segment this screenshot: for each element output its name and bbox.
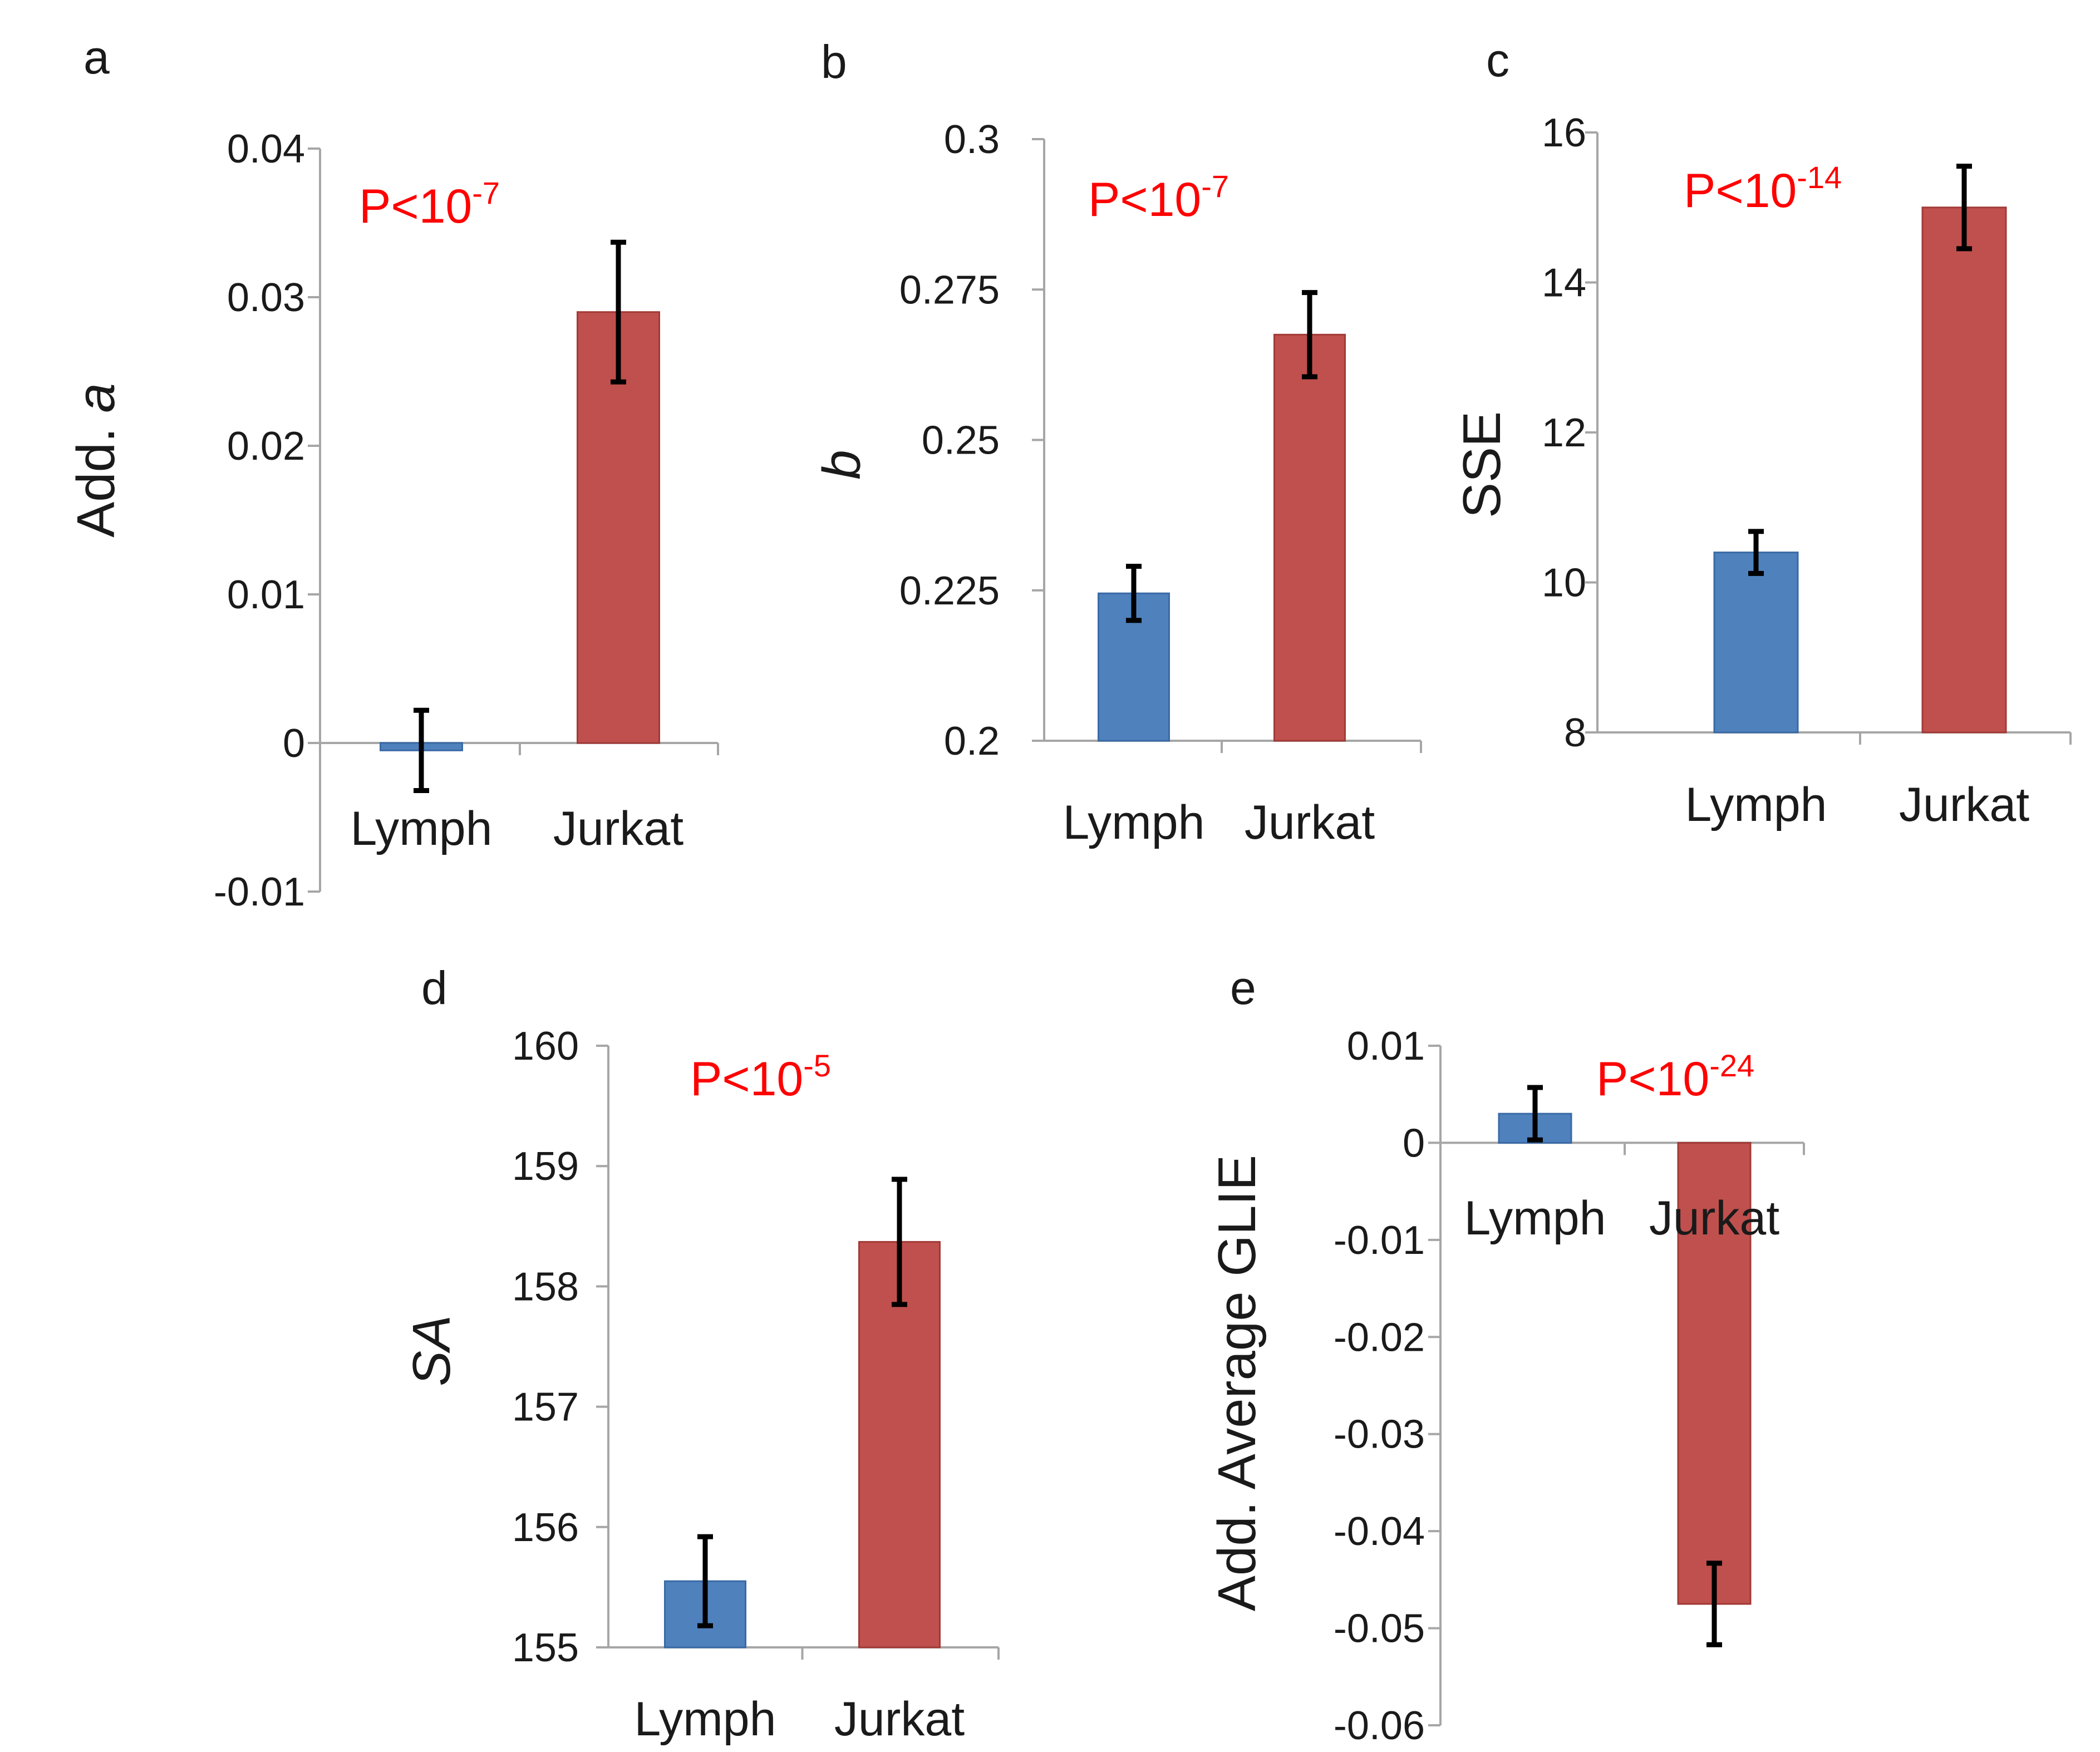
p-value-label: P<10-24 — [1596, 1048, 1754, 1106]
category-label-lymph: Lymph — [351, 802, 493, 855]
y-axis-title: Add. a — [66, 383, 126, 538]
p-value-label: P<10-7 — [1088, 169, 1229, 227]
bar-jurkat — [858, 1241, 941, 1648]
y-tick-label: 16 — [1542, 111, 1586, 155]
y-tick-label: 0.01 — [1347, 1024, 1425, 1069]
y-tick-label: 157 — [512, 1385, 579, 1430]
panel-b: 0.2 0.225 0.25 0.275 0.3 Lymph Jurkat b P<10-7 b — [812, 36, 1422, 849]
category-label-lymph: Lymph — [1063, 796, 1205, 849]
y-tick-label: 0 — [1403, 1121, 1425, 1165]
bar-jurkat — [577, 311, 660, 744]
y-axis-title: b — [812, 450, 872, 479]
category-label-jurkat: Jurkat — [1649, 1192, 1779, 1245]
y-tick-label: 8 — [1564, 711, 1586, 755]
panel-letter: a — [83, 31, 110, 83]
y-tick-label: 10 — [1542, 561, 1586, 606]
y-tick-label: 0.01 — [227, 573, 305, 617]
y-tick-label: 0.225 — [899, 569, 1000, 613]
y-tick-label: -0.02 — [1334, 1315, 1425, 1360]
bar-jurkat — [1677, 1141, 1752, 1605]
bar-lymph — [1713, 552, 1799, 734]
category-label-jurkat: Jurkat — [834, 1692, 965, 1746]
y-axis-title: SSE — [1452, 411, 1512, 518]
panel-c: 8 10 12 14 16 Lymph Jurkat c P<10-14 SSE — [1452, 34, 2072, 831]
category-label-lymph: Lymph — [1685, 778, 1827, 831]
y-tick-label: 0 — [283, 721, 305, 766]
panel-a: -0.01 0 0.01 0.02 0.03 0.04 Lymph Jurkat a P<10-7… — [66, 31, 719, 914]
y-tick-label: 158 — [512, 1264, 579, 1309]
y-tick-label: -0.03 — [1334, 1413, 1425, 1457]
y-tick-label: 0.04 — [227, 127, 305, 171]
y-tick-label: -0.01 — [214, 870, 305, 914]
y-tick-label: 0.275 — [899, 268, 1000, 312]
y-tick-label: 0.25 — [922, 419, 1000, 463]
y-tick-label: -0.01 — [1334, 1218, 1425, 1263]
y-tick-label: -0.04 — [1334, 1509, 1425, 1554]
panel-letter: d — [421, 962, 447, 1014]
p-value-label: P<10-5 — [690, 1048, 831, 1106]
bar-jurkat — [1273, 333, 1346, 742]
y-tick-label: 159 — [512, 1144, 579, 1189]
p-value-label: P<10-7 — [359, 175, 500, 233]
y-tick-label: 14 — [1542, 261, 1586, 306]
y-axis-title: SA — [402, 1315, 461, 1386]
y-tick-label: 12 — [1542, 411, 1586, 455]
y-tick-label: -0.05 — [1334, 1607, 1425, 1651]
panel-letter: e — [1230, 962, 1256, 1014]
y-tick-label: 156 — [512, 1505, 579, 1550]
y-tick-label: 155 — [512, 1626, 579, 1670]
panel-e: -0.06 -0.05 -0.04 -0.03 -0.02 -0.01 0 0.01 Lymph… — [1207, 962, 1805, 1748]
y-tick-label: -0.06 — [1334, 1704, 1425, 1748]
panel-letter: b — [821, 36, 847, 88]
p-value-label: P<10-14 — [1684, 160, 1842, 218]
y-tick-label: 0.3 — [944, 117, 1000, 162]
y-tick-label: 0.02 — [227, 424, 305, 469]
y-axis-title: Add. Average GLIE — [1207, 1155, 1267, 1611]
panel-letter: c — [1486, 34, 1509, 86]
category-label-jurkat: Jurkat — [1899, 778, 2029, 831]
category-label-lymph: Lymph — [635, 1692, 776, 1746]
panel-d: 155 156 157 158 159 160 Lymph Jurkat d P<10-5 SA — [402, 962, 1000, 1746]
category-label-jurkat: Jurkat — [553, 802, 683, 855]
y-tick-label: 0.2 — [944, 719, 1000, 764]
bar-jurkat — [1921, 206, 2007, 734]
category-label-lymph: Lymph — [1464, 1192, 1606, 1245]
y-tick-label: 0.03 — [227, 275, 305, 320]
y-tick-label: 160 — [512, 1024, 579, 1069]
category-label-jurkat: Jurkat — [1245, 796, 1375, 849]
